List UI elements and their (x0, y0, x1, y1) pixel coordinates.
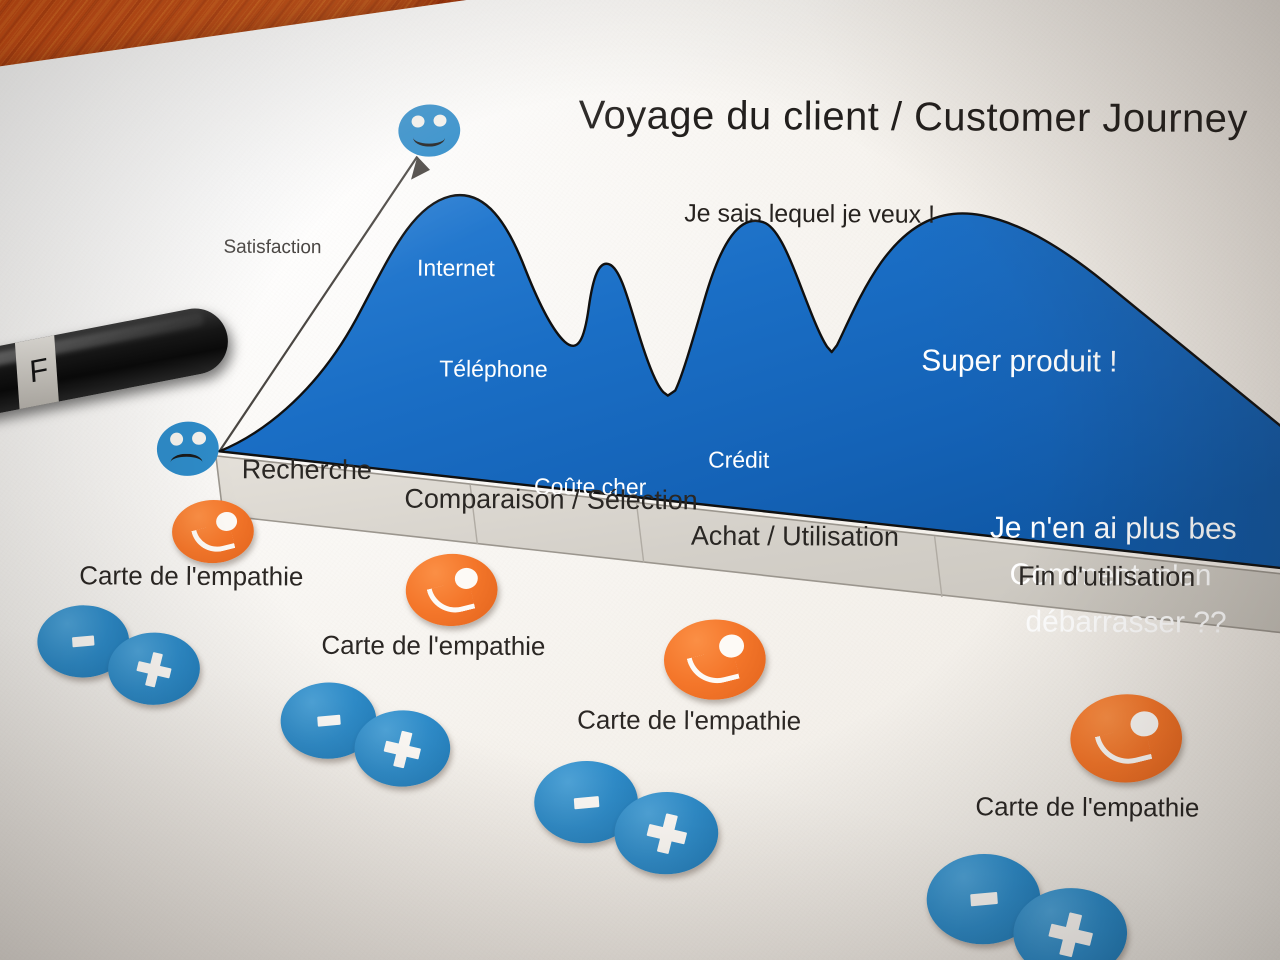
y-axis (218, 155, 431, 452)
satisfaction-area-curve (218, 193, 1280, 580)
pen-letter: F (28, 350, 50, 390)
phase-band (214, 454, 1280, 645)
